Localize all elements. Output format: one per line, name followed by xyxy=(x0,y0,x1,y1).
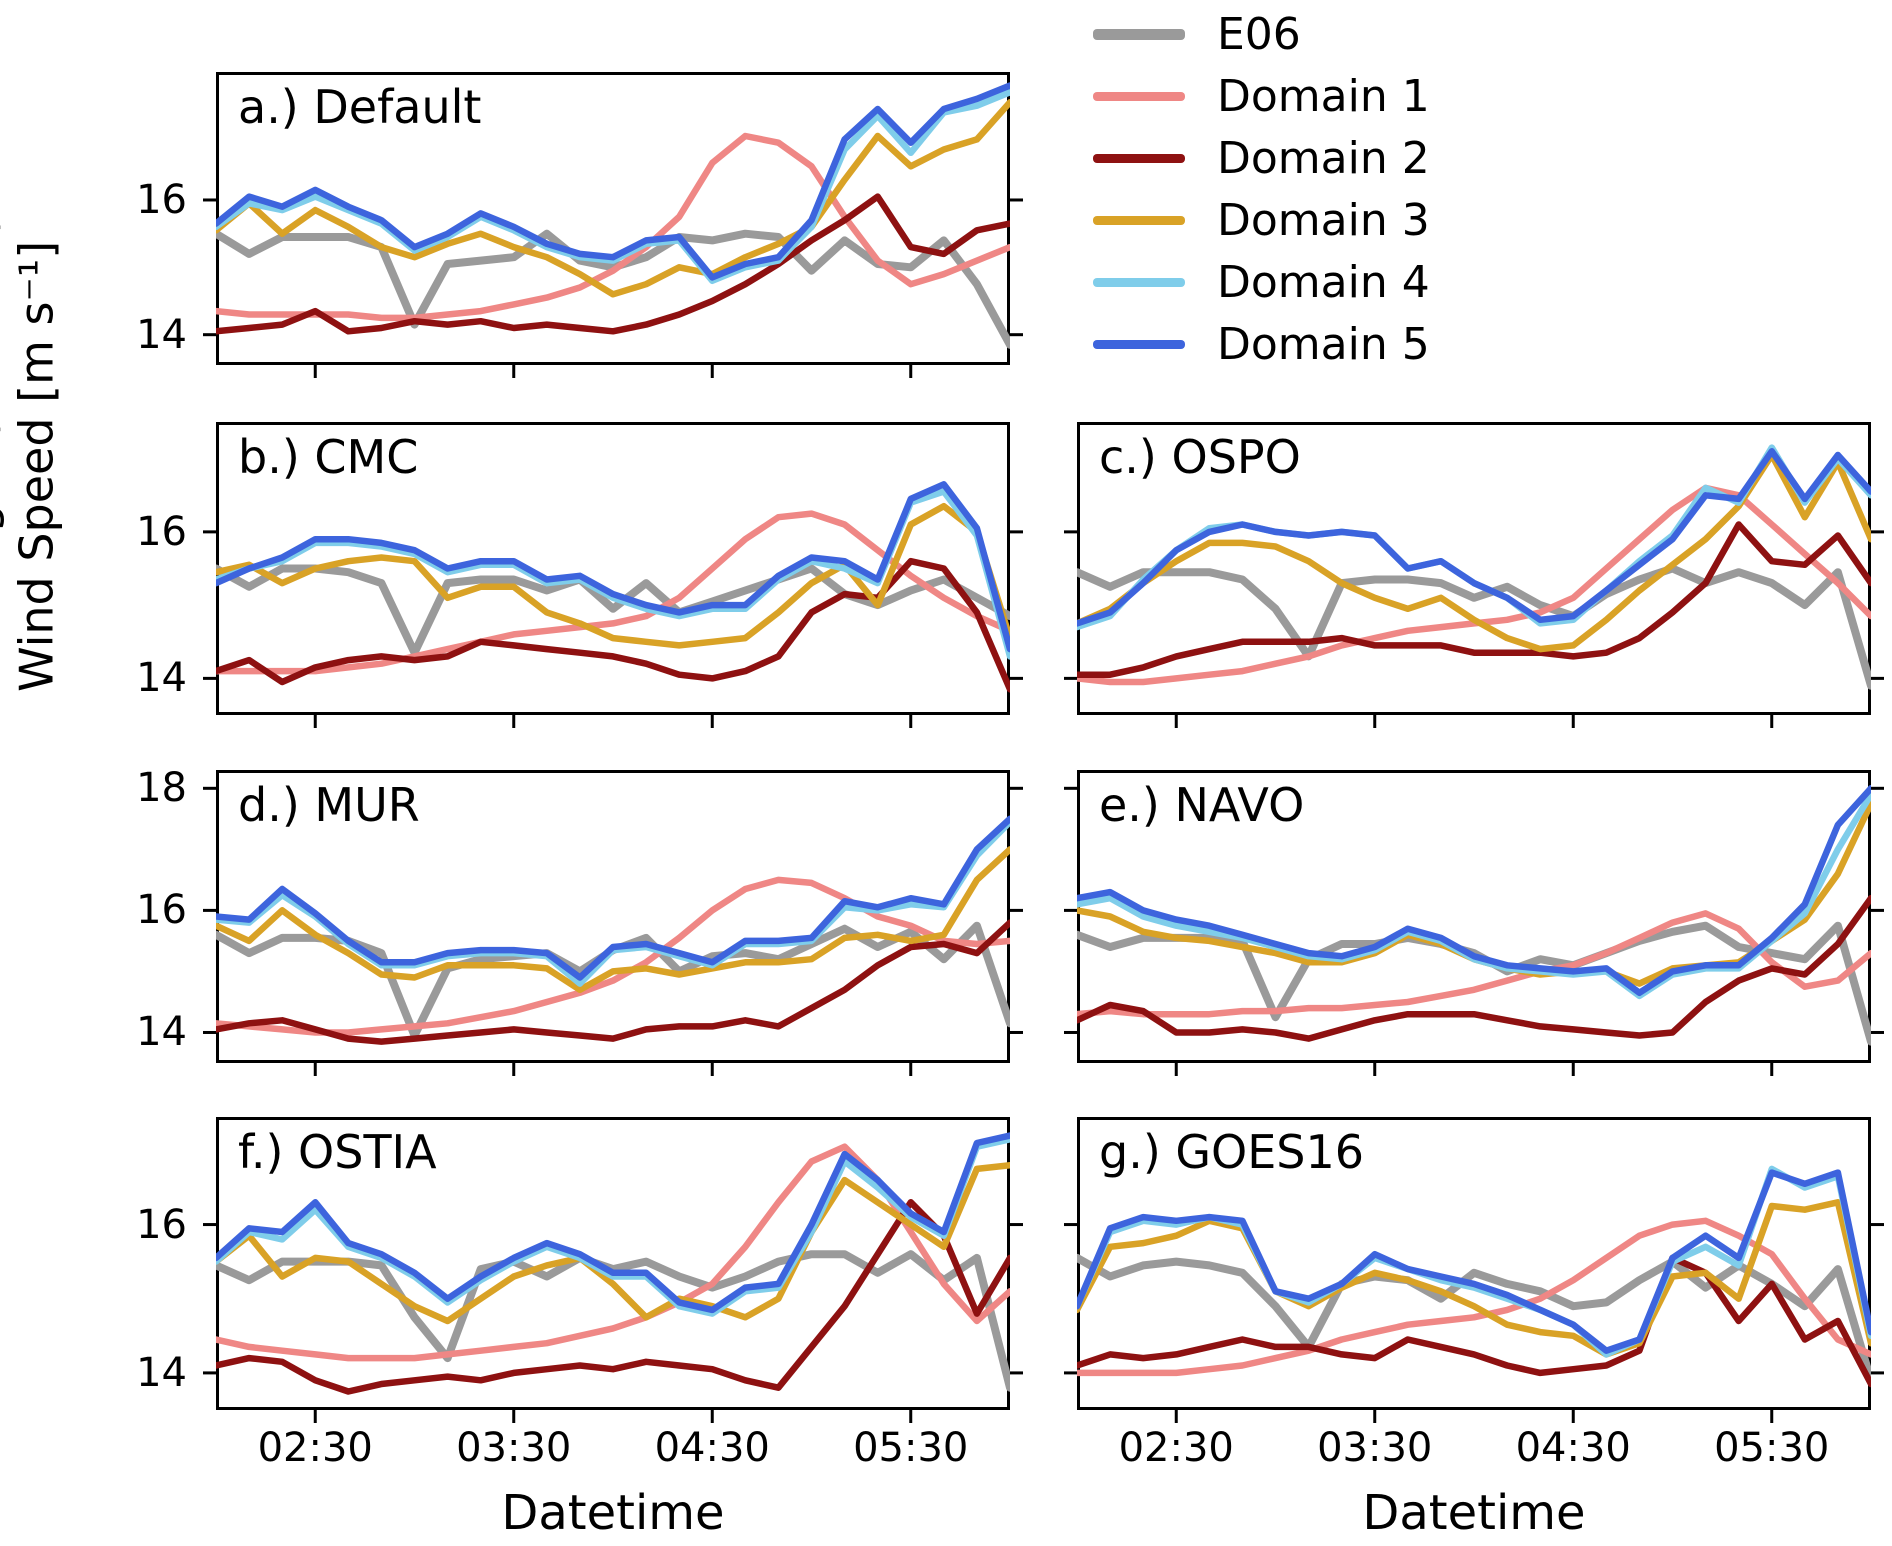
panel-plot-e xyxy=(1064,785,1884,1076)
legend-line-swatch xyxy=(1093,277,1185,287)
series-domain-5 xyxy=(216,815,1010,981)
panel-c: c.) OSPO xyxy=(1064,422,1884,728)
panel-plot-f xyxy=(203,1132,1023,1423)
y-tick-label-14: 14 xyxy=(136,655,187,702)
series-domain-5 xyxy=(1077,785,1871,997)
series-domain-3 xyxy=(1077,451,1871,653)
series-domain-5 xyxy=(216,82,1010,281)
series-domain-2 xyxy=(1077,894,1871,1042)
panel-f: 14 16 02:30 03:30 04:30 05:30 Datetime f.) OSTI… xyxy=(136,1117,1023,1541)
y-tick-label-16: 16 xyxy=(136,1201,187,1248)
series-domain-2 xyxy=(1077,1254,1871,1388)
series-domain-3 xyxy=(216,502,1010,649)
legend-entry-domain-2: Domain 2 xyxy=(1093,132,1430,184)
y-axis-label: Hub-Height (118.0 m) Wind Speed [m s⁻¹] xyxy=(0,215,66,718)
panel-title-g: g.) GOES16 xyxy=(1099,1125,1365,1179)
panel-plot-a xyxy=(203,82,1023,378)
legend-label: Domain 5 xyxy=(1217,318,1430,370)
y-tick-label-16: 16 xyxy=(136,887,187,934)
series-domain-3 xyxy=(1077,1199,1871,1358)
panel-title-e: e.) NAVO xyxy=(1099,778,1305,832)
panel-a: 14 16 a.) Default xyxy=(136,72,1023,378)
series-domain-2 xyxy=(216,193,1010,335)
series-domain-1 xyxy=(1077,1217,1871,1377)
series-domain-2 xyxy=(216,1199,1010,1395)
x-tick-label-0330: 03:30 xyxy=(1317,1425,1433,1471)
x-axis-label: Datetime xyxy=(1362,1485,1586,1541)
x-axis-label: Datetime xyxy=(501,1485,725,1541)
legend-entry-domain-1: Domain 1 xyxy=(1093,70,1430,122)
legend-line-swatch xyxy=(1093,339,1185,349)
panel-title-b: b.) CMC xyxy=(238,430,419,484)
legend-entry-domain-3: Domain 3 xyxy=(1093,194,1430,246)
series-domain-1 xyxy=(1077,910,1871,1018)
y-axis-label-line2: Wind Speed [m s⁻¹] xyxy=(9,240,63,692)
series-domain-3 xyxy=(216,1161,1010,1325)
x-tick-label-0230: 02:30 xyxy=(257,1425,373,1471)
series-domain-1 xyxy=(216,876,1010,1036)
x-tick-label-0430: 04:30 xyxy=(654,1425,770,1471)
panel-plot-g xyxy=(1064,1165,1884,1423)
y-tick-label-16: 16 xyxy=(136,176,187,223)
panel-title-c: c.) OSPO xyxy=(1099,430,1301,484)
x-tick-label-0530: 05:30 xyxy=(1714,1425,1830,1471)
panel-g: 02:30 03:30 04:30 05:30 Datetime g.) GOES16 xyxy=(1064,1117,1884,1541)
legend-entry-domain-4: Domain 4 xyxy=(1093,256,1430,308)
legend-label: E06 xyxy=(1217,8,1301,60)
series-domain-5 xyxy=(216,1132,1010,1314)
series-domain-1 xyxy=(216,132,1010,322)
legend-label: Domain 2 xyxy=(1217,132,1430,184)
y-axis-label-line1: Hub-Height (118.0 m) xyxy=(0,214,6,718)
series-domain-4 xyxy=(216,488,1010,660)
series-domain-5 xyxy=(216,481,1010,653)
x-tick-label-0330: 03:30 xyxy=(456,1425,572,1471)
panel-e: e.) NAVO xyxy=(1064,770,1884,1076)
y-tick-label-14: 14 xyxy=(136,1349,187,1396)
series-domain-5 xyxy=(1077,448,1871,627)
panel-plot-b xyxy=(203,481,1023,728)
panel-title-a: a.) Default xyxy=(238,80,482,134)
legend-line-swatch xyxy=(1093,28,1185,40)
panel-title-d: d.) MUR xyxy=(238,778,420,832)
y-tick-label-14: 14 xyxy=(136,1009,187,1056)
series-domain-3 xyxy=(216,846,1010,994)
series-domain-2 xyxy=(1077,521,1871,678)
legend-entry-domain-5: Domain 5 xyxy=(1093,318,1430,370)
legend-label: Domain 1 xyxy=(1217,70,1430,122)
legend-line-swatch xyxy=(1093,91,1185,101)
series-domain-5 xyxy=(1077,1169,1871,1354)
x-tick-label-0230: 02:30 xyxy=(1118,1425,1234,1471)
series-domain-4 xyxy=(216,1136,1010,1317)
x-tick-label-0530: 05:30 xyxy=(853,1425,969,1471)
series-domain-2 xyxy=(216,919,1010,1045)
legend-label: Domain 3 xyxy=(1217,194,1430,246)
series-domain-1 xyxy=(216,510,1010,675)
legend-line-swatch xyxy=(1093,215,1185,225)
series-domain-3 xyxy=(216,99,1010,298)
y-tick-label-14: 14 xyxy=(136,311,187,358)
series-e06 xyxy=(1077,564,1871,690)
y-tick-label-16: 16 xyxy=(136,508,187,555)
legend-line-swatch xyxy=(1093,153,1185,163)
legend-label: Domain 4 xyxy=(1217,256,1430,308)
x-tick-label-0430: 04:30 xyxy=(1515,1425,1631,1471)
panel-plot-c xyxy=(1064,444,1884,728)
panel-plot-d xyxy=(203,786,1023,1076)
panel-b: 14 16 b.) CMC xyxy=(136,422,1023,728)
panel-title-f: f.) OSTIA xyxy=(238,1125,437,1179)
panel-d: 14 16 18 d.) MUR xyxy=(136,765,1023,1076)
y-tick-label-18: 18 xyxy=(136,765,187,812)
legend-entry-e06: E06 xyxy=(1093,8,1301,60)
